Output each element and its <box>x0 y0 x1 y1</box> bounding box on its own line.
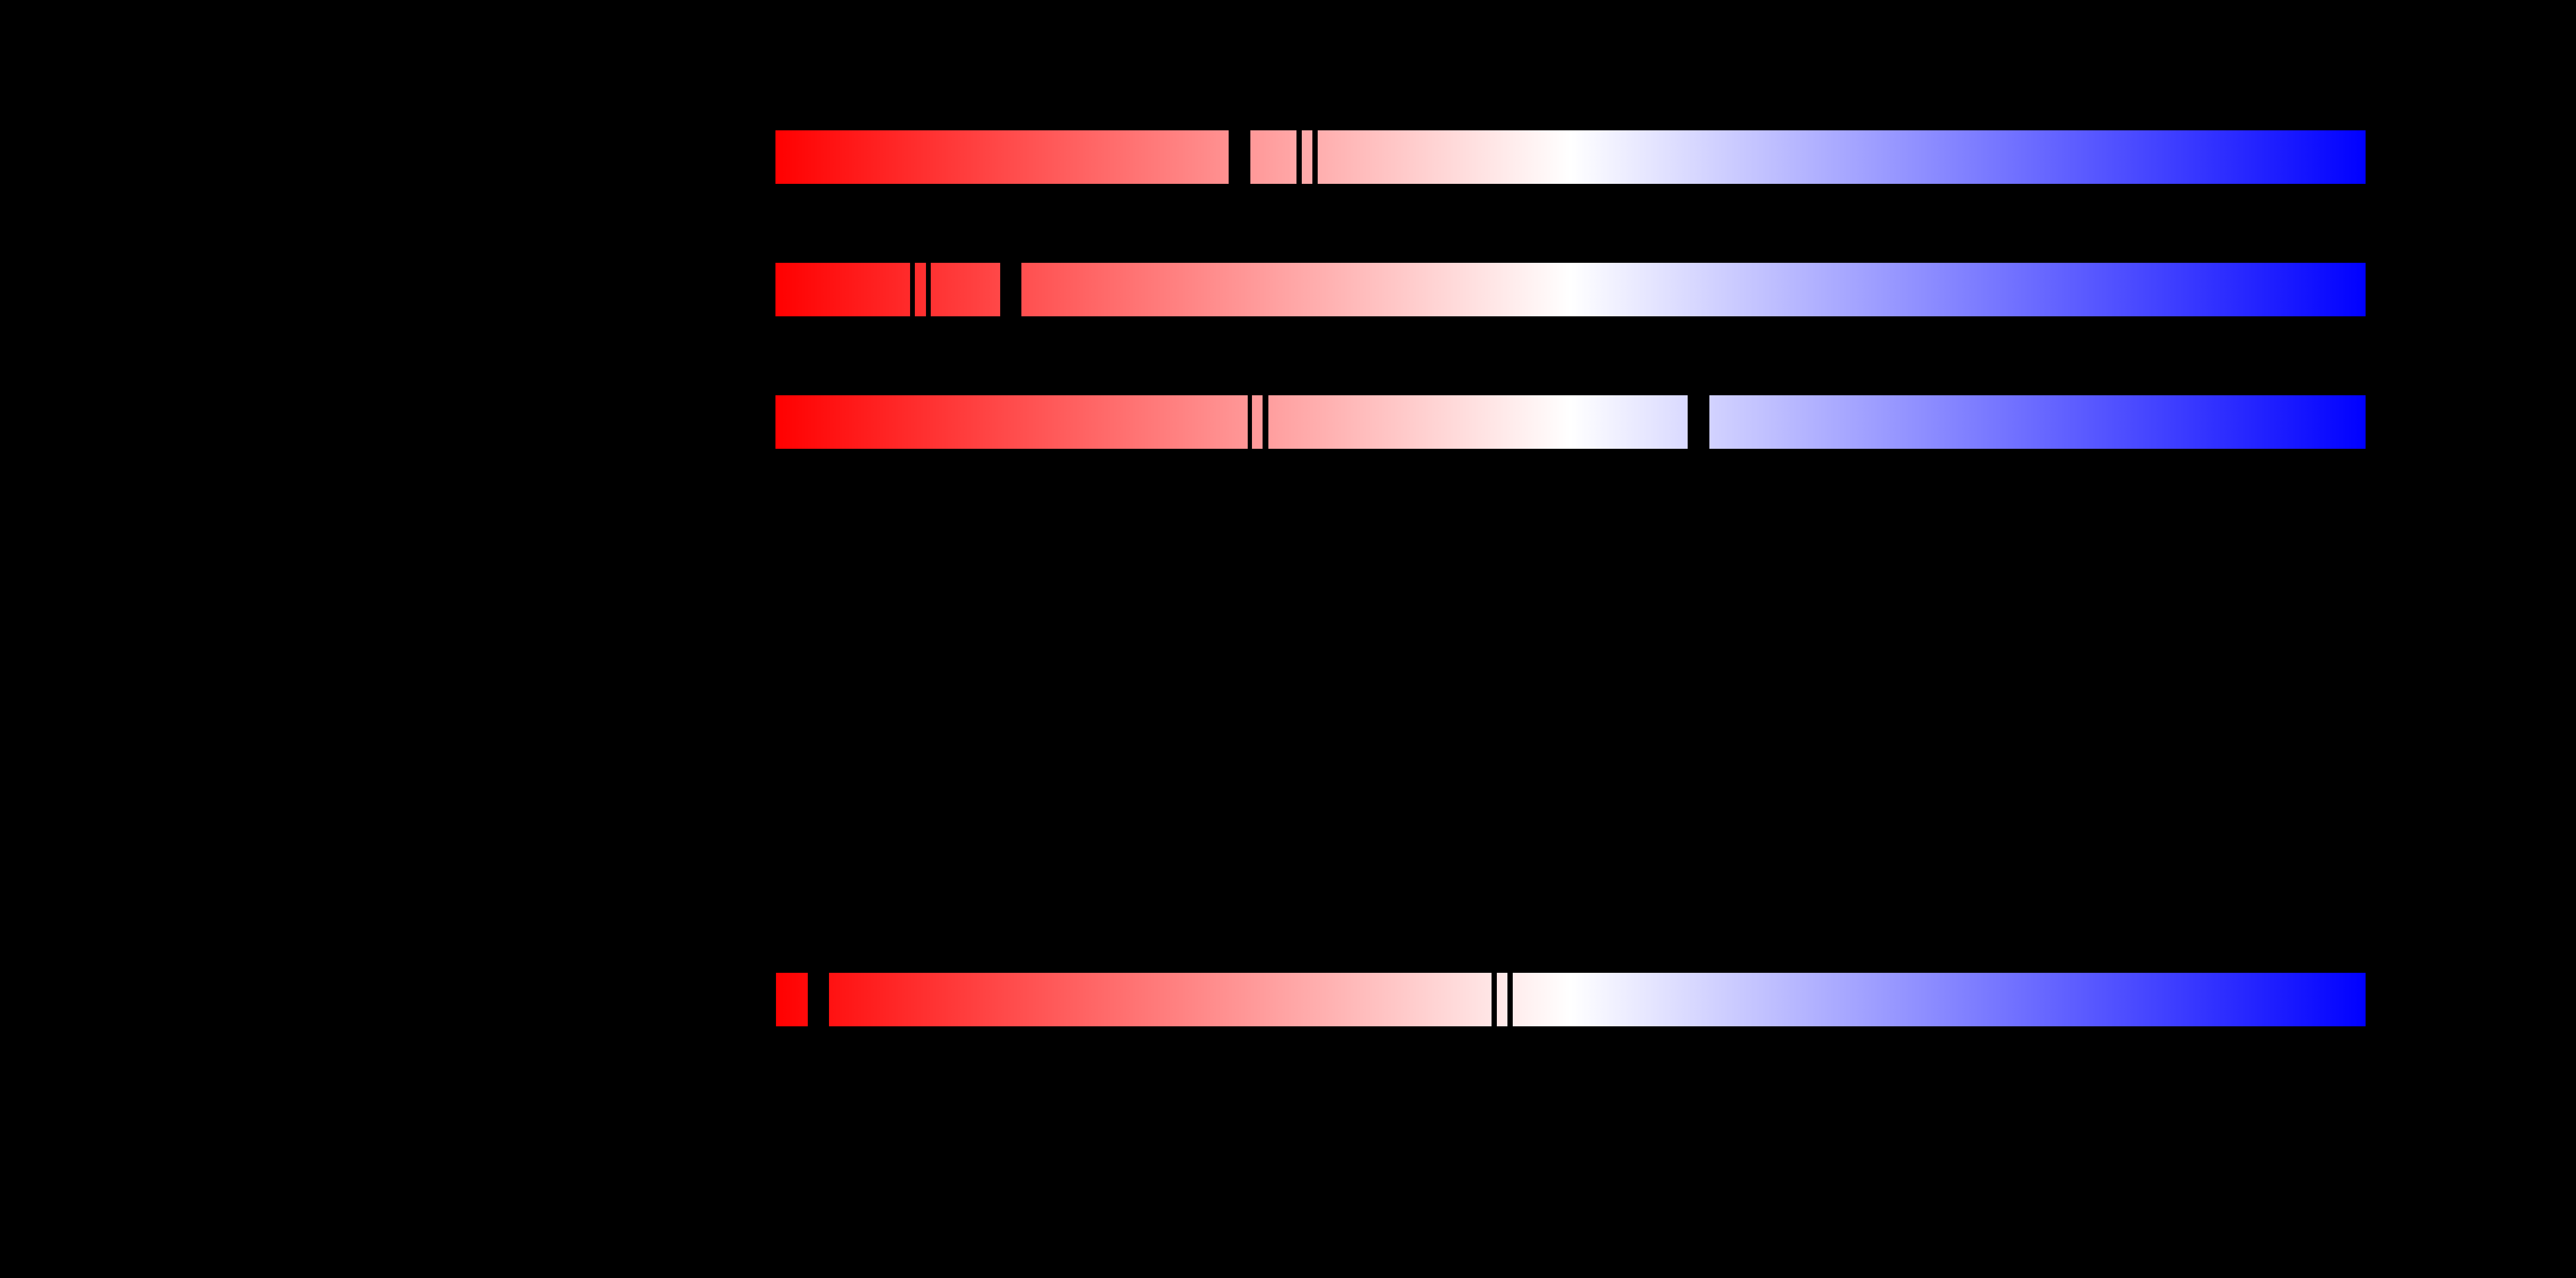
bar-segment <box>775 263 910 316</box>
gradient-bar-row-2 <box>775 263 2366 316</box>
bar-segment <box>931 263 1000 316</box>
gradient-bar-row-3 <box>775 395 2366 449</box>
bar-segment <box>775 130 1229 184</box>
bar-segment <box>1497 973 1507 1026</box>
bar-segment <box>915 263 926 316</box>
bar-segment <box>1318 130 2366 184</box>
bar-segment <box>775 395 1248 449</box>
bar-segment <box>1302 130 1312 184</box>
bar-segment <box>1021 263 2366 316</box>
bar-segment <box>829 973 1492 1026</box>
gradient-bar-row-1 <box>775 130 2366 184</box>
bar-segment <box>1513 973 2366 1026</box>
bar-segment <box>1268 395 1688 449</box>
gradient-bar-row-4 <box>775 973 2366 1026</box>
bar-segment <box>1252 395 1263 449</box>
bar-segment <box>1250 130 1296 184</box>
bar-segment <box>1709 395 2366 449</box>
bar-segment <box>776 973 808 1026</box>
